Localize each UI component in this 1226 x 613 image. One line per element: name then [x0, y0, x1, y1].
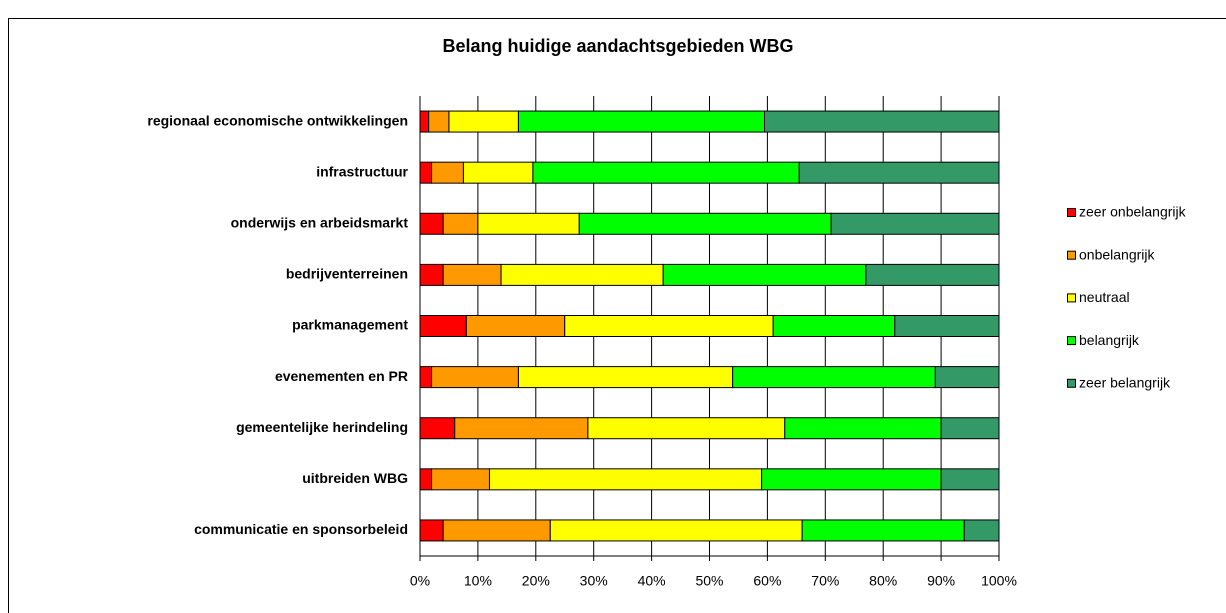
legend-swatch — [1067, 336, 1076, 346]
bar-segment — [578, 212, 832, 235]
bar-segment — [963, 519, 1000, 542]
bar-segment — [772, 315, 896, 337]
legend-label: zeer belangrijk — [1079, 375, 1171, 391]
bar-segment — [431, 161, 464, 184]
bar-segment — [477, 212, 580, 235]
x-tick-label: 10% — [464, 573, 492, 589]
category-label: infrastructuur — [316, 163, 408, 179]
legend-swatch — [1067, 250, 1076, 260]
legend-swatch — [1067, 293, 1076, 303]
x-tick-label: 0% — [410, 573, 430, 589]
x-tick-label: 50% — [695, 573, 723, 589]
bar-segment — [465, 315, 566, 337]
bar-segment — [587, 417, 786, 440]
legend-swatch — [1067, 378, 1076, 388]
bar-segment — [442, 212, 479, 235]
bar-segment — [419, 366, 433, 389]
category-label: bedrijventerreinen — [286, 266, 408, 282]
bar-segment — [830, 212, 1000, 235]
legend-label: neutraal — [1079, 289, 1130, 305]
bar-segment — [662, 263, 867, 286]
bar-segment — [801, 519, 965, 542]
legend-label: belangrijk — [1079, 332, 1140, 348]
bar-segment — [431, 366, 519, 389]
bar-segment — [419, 315, 467, 337]
bar-segment — [419, 417, 456, 440]
chart-title: Belang huidige aandachtsgebieden WBG — [442, 36, 793, 56]
bar-segment — [462, 161, 534, 184]
x-tick-label: 80% — [869, 573, 897, 589]
bar-segment — [894, 315, 1000, 337]
bar-segment — [454, 417, 589, 440]
legend-label: zeer onbelangrijk — [1079, 204, 1187, 220]
bar-segment — [419, 519, 444, 542]
bar-segment — [428, 110, 450, 133]
bar-segment — [934, 366, 1000, 389]
bar-segment — [784, 417, 942, 440]
category-label: gemeentelijke herindeling — [236, 419, 408, 435]
bar-segment — [940, 417, 1000, 440]
bar-segment — [448, 110, 519, 133]
bar-segment — [488, 468, 763, 491]
bar-segment — [940, 468, 1000, 491]
bar-segment — [549, 519, 803, 542]
category-label: onderwijs en arbeidsmarkt — [231, 214, 409, 230]
bar-segment — [517, 110, 766, 133]
bar-segment — [419, 110, 430, 133]
bar-segment — [865, 263, 1000, 286]
x-tick-label: 60% — [753, 573, 781, 589]
x-tick-label: 100% — [981, 573, 1017, 589]
legend-label: onbelangrijk — [1079, 246, 1155, 262]
x-tick-label: 70% — [811, 573, 839, 589]
x-tick-label: 30% — [580, 573, 608, 589]
category-label: evenementen en PR — [275, 368, 408, 384]
legend-swatch — [1067, 208, 1076, 217]
bar-segment — [517, 366, 734, 389]
bar-segment — [431, 468, 490, 491]
bar-segment — [764, 110, 1000, 133]
bar-segment — [419, 263, 444, 286]
bar-segment — [732, 366, 936, 389]
bar-segment — [500, 263, 664, 286]
x-tick-label: 40% — [638, 573, 666, 589]
x-tick-label: 20% — [522, 573, 550, 589]
category-label: communicatie en sponsorbeleid — [194, 521, 408, 537]
x-tick-label: 90% — [927, 573, 955, 589]
bar-segment — [419, 161, 433, 184]
bar-segment — [564, 315, 774, 337]
bar-segment — [798, 161, 1000, 184]
category-label: regionaal economische ontwikkelingen — [147, 112, 408, 128]
bar-segment — [761, 468, 942, 491]
bar-segment — [419, 468, 433, 491]
bar-segment — [442, 519, 551, 542]
bar-segment — [532, 161, 800, 184]
bar-segment — [442, 263, 502, 286]
bar-segment — [419, 212, 444, 235]
category-label: parkmanagement — [292, 317, 408, 333]
category-label: uitbreiden WBG — [302, 470, 408, 486]
